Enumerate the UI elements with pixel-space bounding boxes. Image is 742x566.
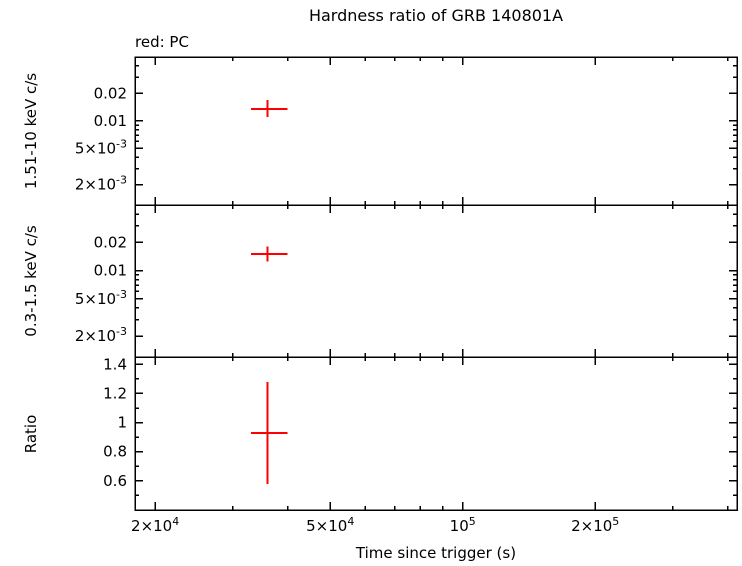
tick-label: 2×10-3 <box>75 325 127 345</box>
x-axis-title: Time since trigger (s) <box>355 544 516 562</box>
tick-label: 0.01 <box>94 112 127 130</box>
tick-label: 5×10-3 <box>75 288 127 308</box>
panel-frame <box>134 56 738 206</box>
tick-labels: 0.02 0.01 5×10-3 2×10-3 0.02 0.01 5×10-3 2×10-3… <box>75 84 619 535</box>
y-axis-title-hard: 1.51-10 keV c/s <box>22 73 40 189</box>
plot-area: 0.02 0.01 5×10-3 2×10-3 0.02 0.01 5×10-3 2×10-3… <box>75 56 738 535</box>
tick-label: 0.02 <box>94 84 127 102</box>
y-axis-title-ratio: Ratio <box>22 415 40 454</box>
tick-label: 0.01 <box>94 262 127 280</box>
panel-frame <box>134 356 738 511</box>
tick-label: 105 <box>450 515 476 535</box>
tick-label: 2×104 <box>131 515 179 535</box>
axes-and-ticks <box>134 56 738 511</box>
data-points <box>250 99 288 484</box>
tick-label: 0.6 <box>103 472 127 490</box>
tick-label: 5×10-3 <box>75 137 127 157</box>
tick-label: 0.02 <box>94 233 127 251</box>
tick-label: 1.4 <box>103 355 127 373</box>
y-axis-title-soft: 0.3-1.5 keV c/s <box>22 225 40 337</box>
tick-label: 1.2 <box>103 384 127 402</box>
tick-label: 0.8 <box>103 443 127 461</box>
tick-label: 5×104 <box>306 515 354 535</box>
tick-label: 2×105 <box>571 515 619 535</box>
panel-frame <box>134 204 738 358</box>
mode-legend: red: PC <box>135 33 189 51</box>
tick-label: 1 <box>117 414 127 432</box>
chart-title: Hardness ratio of GRB 140801A <box>309 6 563 25</box>
tick-label: 2×10-3 <box>75 174 127 194</box>
